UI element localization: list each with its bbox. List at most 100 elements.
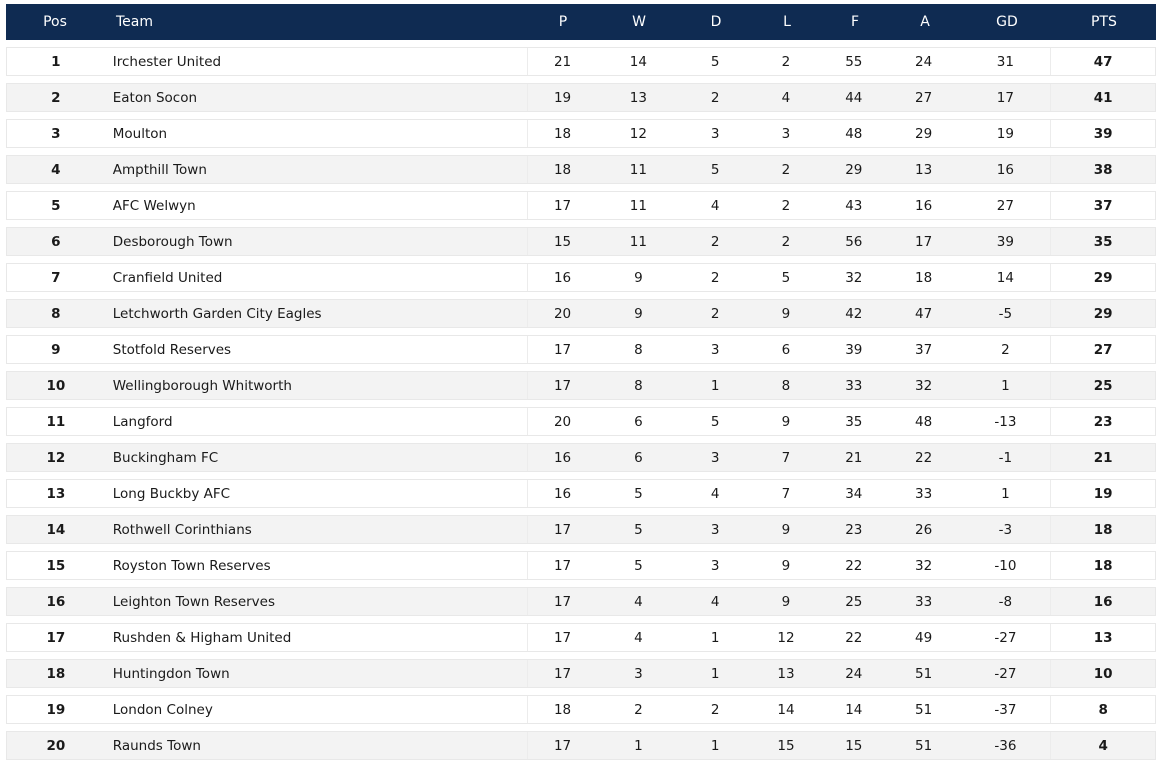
row-pos: 6: [51, 233, 61, 250]
header-team[interactable]: Team: [116, 14, 154, 30]
table-row[interactable]: 3 Moulton 18 12 3 3 48 29 19 39: [6, 119, 1156, 148]
row-team-name[interactable]: AFC Welwyn: [105, 192, 528, 219]
table-row[interactable]: 12 Buckingham FC 16 6 3 7 21 22 -1 21: [6, 443, 1156, 472]
row-team-name[interactable]: Cranfield United: [105, 264, 528, 291]
row-lost: 2: [781, 233, 791, 250]
row-team-name[interactable]: Long Buckby AFC: [105, 480, 528, 507]
row-team-name[interactable]: Langford: [105, 408, 528, 435]
table-row[interactable]: 20 Raunds Town 17 1 1 15 15 51 -36 4: [6, 731, 1156, 760]
row-goals-against: 26: [915, 521, 933, 538]
row-points: 29: [1093, 305, 1113, 322]
row-won: 4: [634, 629, 643, 646]
row-pos: 16: [46, 593, 66, 610]
row-drawn: 3: [710, 449, 720, 466]
row-lost: 9: [781, 413, 791, 430]
row-goals-against: 29: [915, 125, 933, 142]
row-pos: 5: [51, 197, 61, 214]
row-drawn: 5: [710, 53, 720, 70]
row-team-name[interactable]: Letchworth Garden City Eagles: [105, 300, 528, 327]
row-won: 12: [629, 125, 647, 142]
row-points: 35: [1093, 233, 1113, 250]
header-goal-difference[interactable]: GD: [996, 14, 1018, 30]
row-team-name[interactable]: Eaton Socon: [105, 84, 528, 111]
row-team-name[interactable]: Huntingdon Town: [105, 660, 528, 687]
row-points: 41: [1093, 89, 1113, 106]
row-team-name[interactable]: Buckingham FC: [105, 444, 528, 471]
header-pos[interactable]: Pos: [43, 14, 67, 30]
table-row[interactable]: 7 Cranfield United 16 9 2 5 32 18 14 29: [6, 263, 1156, 292]
row-team-name[interactable]: Raunds Town: [105, 732, 528, 759]
row-goal-difference: -27: [961, 624, 1052, 651]
row-goals-for: 33: [845, 377, 863, 394]
row-team-name[interactable]: Royston Town Reserves: [105, 552, 528, 579]
header-goals-for[interactable]: F: [850, 14, 860, 30]
table-row[interactable]: 13 Long Buckby AFC 16 5 4 7 34 33 1 19: [6, 479, 1156, 508]
table-row[interactable]: 10 Wellingborough Whitworth 17 8 1 8 33 32 1 25: [6, 371, 1156, 400]
table-row[interactable]: 14 Rothwell Corinthians 17 5 3 9 23 26 -3 18: [6, 515, 1156, 544]
row-pos: 7: [51, 269, 61, 286]
row-pos: 10: [46, 377, 66, 394]
row-played: 16: [553, 485, 572, 502]
row-drawn: 4: [710, 197, 720, 214]
row-goal-difference: 27: [961, 192, 1052, 219]
row-team-name[interactable]: Rothwell Corinthians: [105, 516, 528, 543]
row-goals-for: 22: [845, 557, 863, 574]
row-pos: 17: [46, 629, 66, 646]
row-goal-difference: 1: [961, 480, 1052, 507]
row-team-name[interactable]: Stotfold Reserves: [105, 336, 528, 363]
table-row[interactable]: 6 Desborough Town 15 11 2 2 56 17 39 35: [6, 227, 1156, 256]
row-drawn: 3: [710, 341, 720, 358]
table-row[interactable]: 5 AFC Welwyn 17 11 4 2 43 16 27 37: [6, 191, 1156, 220]
row-won: 13: [629, 89, 647, 106]
header-played[interactable]: P: [558, 14, 568, 30]
row-played: 17: [553, 629, 572, 646]
table-row[interactable]: 11 Langford 20 6 5 9 35 48 -13 23: [6, 407, 1156, 436]
row-team-name[interactable]: Rushden & Higham United: [105, 624, 528, 651]
row-played: 17: [553, 197, 572, 214]
row-lost: 13: [777, 665, 795, 682]
row-team-name[interactable]: Irchester United: [105, 48, 528, 75]
row-goals-for: 42: [845, 305, 863, 322]
table-row[interactable]: 8 Letchworth Garden City Eagles 20 9 2 9 42 47-…: [6, 299, 1156, 328]
table-row[interactable]: 16 Leighton Town Reserves 17 4 4 9 25 33 -8 16: [6, 587, 1156, 616]
row-team-name[interactable]: Ampthill Town: [105, 156, 528, 183]
header-points[interactable]: PTS: [1091, 14, 1117, 30]
table-row[interactable]: 2 Eaton Socon 19 13 2 4 44 27 17 41: [6, 83, 1156, 112]
row-team-name[interactable]: Wellingborough Whitworth: [105, 372, 528, 399]
table-row[interactable]: 15 Royston Town Reserves 17 5 3 9 22 32 -10 18: [6, 551, 1156, 580]
row-points: 25: [1093, 377, 1113, 394]
row-team-name[interactable]: Leighton Town Reserves: [105, 588, 528, 615]
table-row[interactable]: 19 London Colney 18 2 2 14 14 51 -37 8: [6, 695, 1156, 724]
row-goal-difference: 16: [961, 156, 1052, 183]
row-goals-for: 32: [845, 269, 863, 286]
row-goals-against: 51: [915, 737, 933, 754]
row-goals-for: 21: [845, 449, 863, 466]
row-played: 16: [553, 269, 572, 286]
row-team-name[interactable]: Desborough Town: [105, 228, 528, 255]
row-goal-difference: 39: [961, 228, 1052, 255]
row-played: 19: [553, 89, 572, 106]
table-row[interactable]: 1 Irchester United 21 14 5 2 55 24 31 47: [6, 47, 1156, 76]
table-row[interactable]: 17 Rushden & Higham United 17 4 1 12 22 49 -27 13: [6, 623, 1156, 652]
header-won[interactable]: W: [632, 14, 646, 30]
table-row[interactable]: 9 Stotfold Reserves 17 8 3 6 39 37 2 27: [6, 335, 1156, 364]
table-row[interactable]: 18 Huntingdon Town 17 3 1 13 24 51 -27 10: [6, 659, 1156, 688]
header-goals-against[interactable]: A: [920, 14, 930, 30]
row-drawn: 2: [710, 701, 720, 718]
league-table: Pos Team P W D L F A GD PTS 1 Irchester U…: [6, 4, 1156, 760]
row-lost: 8: [781, 377, 791, 394]
row-points: 18: [1093, 557, 1113, 574]
row-goals-against: 48: [915, 413, 933, 430]
row-team-name[interactable]: London Colney: [105, 696, 528, 723]
row-points: 16: [1093, 593, 1113, 610]
row-won: 14: [629, 53, 647, 70]
row-played: 20: [553, 413, 572, 430]
row-drawn: 1: [710, 665, 720, 682]
header-drawn[interactable]: D: [710, 14, 722, 30]
row-won: 6: [634, 413, 643, 430]
row-drawn: 3: [710, 521, 720, 538]
row-team-name[interactable]: Moulton: [105, 120, 528, 147]
table-row[interactable]: 4 Ampthill Town 18 11 5 2 29 13 16 38: [6, 155, 1156, 184]
row-goals-against: 37: [915, 341, 933, 358]
header-lost[interactable]: L: [783, 14, 791, 30]
